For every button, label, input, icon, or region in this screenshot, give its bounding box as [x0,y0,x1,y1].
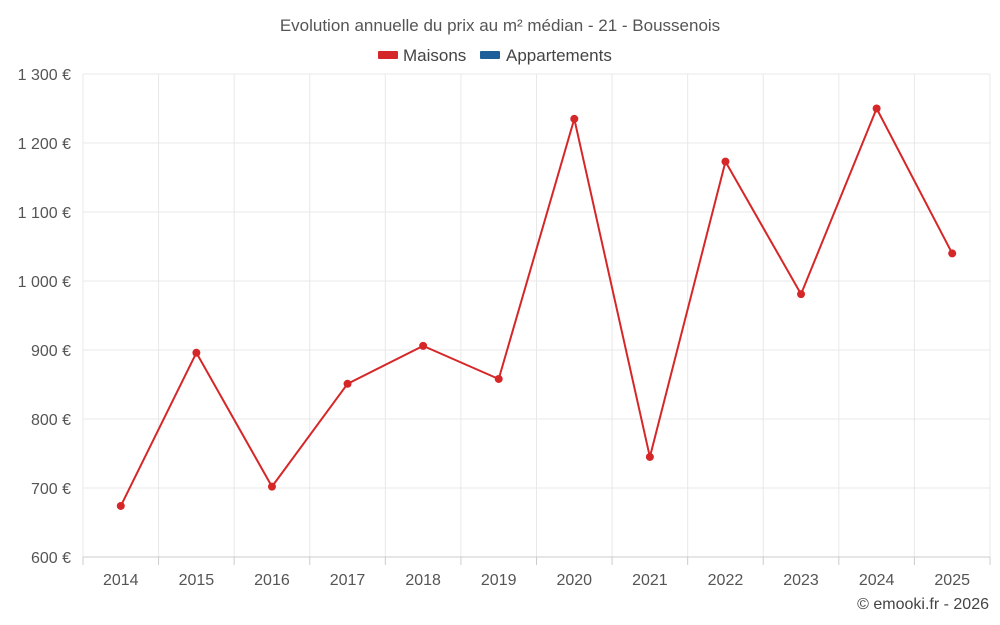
x-tick-label: 2014 [103,572,139,589]
x-tick-label: 2015 [179,572,215,589]
credit-text: © emooki.fr - 2026 [857,596,989,613]
data-point[interactable] [267,482,276,491]
data-point[interactable] [721,157,730,166]
legend-label-maisons: Maisons [403,46,466,65]
legend-swatch-appartements [480,51,500,59]
legend-swatch-maisons [378,51,398,59]
series-maisons [116,104,957,510]
x-tick-label: 2019 [481,572,517,589]
x-tick-label: 2023 [783,572,819,589]
data-point[interactable] [872,104,881,113]
y-axis-ticks: 600 € 700 € 800 € 900 € 1 000 € 1 100 € 1 200 … [18,67,71,567]
data-point[interactable] [797,290,806,299]
x-tick-label: 2025 [934,572,970,589]
y-tick-label: 1 100 € [18,205,71,222]
data-point[interactable] [116,501,125,510]
y-tick-label: 1 300 € [18,67,71,84]
data-point[interactable] [570,114,579,123]
x-tick-label: 2022 [708,572,744,589]
y-tick-label: 900 € [31,343,71,360]
data-point[interactable] [645,452,654,461]
x-tick-label: 2020 [556,572,592,589]
legend-item-appartements[interactable]: Appartements [480,46,612,65]
x-tick-label: 2018 [405,572,441,589]
chart-title: Evolution annuelle du prix au m² médian … [280,16,720,35]
x-tick-label: 2024 [859,572,895,589]
x-tick-label: 2017 [330,572,366,589]
legend: Maisons Appartements [378,46,612,65]
y-tick-label: 1 200 € [18,136,71,153]
data-point[interactable] [419,341,428,350]
y-tick-label: 800 € [31,412,71,429]
data-point[interactable] [948,249,957,258]
x-tick-label: 2021 [632,572,668,589]
x-tick-label: 2016 [254,572,290,589]
data-point[interactable] [192,348,201,357]
x-axis-ticks: 2014 2015 2016 2017 2018 2019 2020 2021 2022 2023… [82,557,991,589]
legend-item-maisons[interactable]: Maisons [378,46,466,65]
data-point[interactable] [494,374,503,383]
y-tick-label: 700 € [31,481,71,498]
series-line [119,107,954,507]
gridlines [82,73,991,557]
legend-label-appartements: Appartements [506,46,612,65]
data-point[interactable] [343,379,352,388]
y-tick-label: 1 000 € [18,274,71,291]
y-tick-label: 600 € [31,550,71,567]
